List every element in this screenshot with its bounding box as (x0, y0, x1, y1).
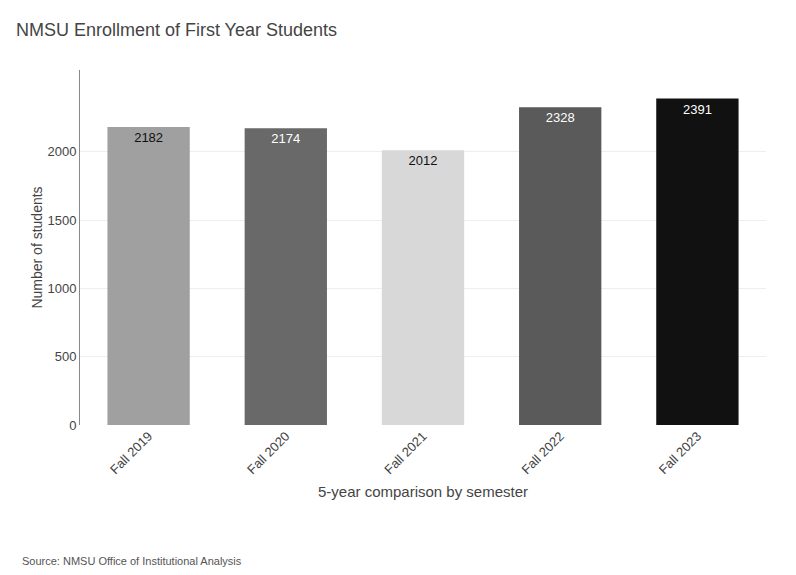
svg-text:Source: NMSU Office of Institu: Source: NMSU Office of Institutional Ana… (22, 555, 242, 567)
svg-text:Fall 2019: Fall 2019 (107, 429, 155, 477)
svg-text:500: 500 (55, 349, 77, 364)
svg-text:Fall 2023: Fall 2023 (656, 429, 704, 477)
svg-text:2000: 2000 (47, 144, 76, 159)
svg-text:2328: 2328 (546, 110, 575, 125)
svg-text:0: 0 (69, 418, 76, 433)
svg-text:2182: 2182 (134, 130, 163, 145)
svg-text:2391: 2391 (683, 102, 712, 117)
svg-text:Fall 2022: Fall 2022 (518, 429, 566, 477)
svg-text:1500: 1500 (47, 213, 76, 228)
svg-text:NMSU Enrollment of First Year: NMSU Enrollment of First Year Students (16, 20, 337, 40)
svg-text:5-year comparison by semester: 5-year comparison by semester (318, 483, 528, 500)
svg-text:Fall 2020: Fall 2020 (244, 429, 292, 477)
svg-text:1000: 1000 (47, 281, 76, 296)
svg-text:2012: 2012 (409, 153, 438, 168)
svg-text:Fall 2021: Fall 2021 (381, 429, 429, 477)
svg-text:2174: 2174 (271, 131, 300, 146)
svg-text:Number of students: Number of students (29, 186, 45, 308)
